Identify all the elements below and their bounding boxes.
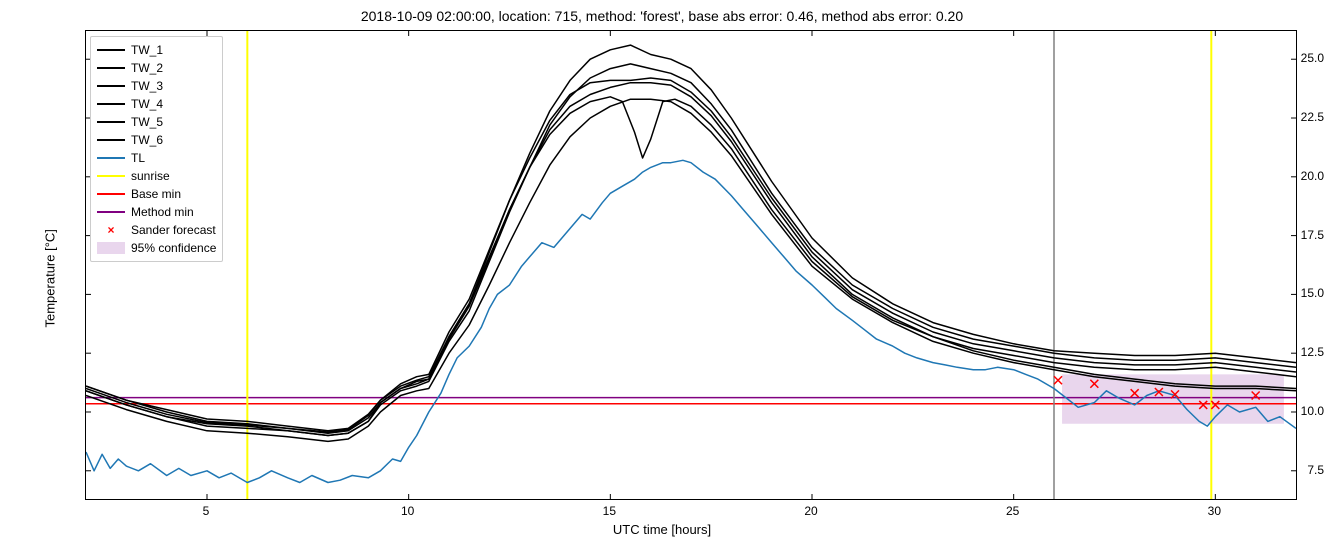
legend-item: TL (97, 149, 216, 167)
x-tick-label: 5 (203, 504, 210, 518)
legend-label: 95% confidence (131, 241, 216, 255)
legend-item: Base min (97, 185, 216, 203)
legend-item: sunrise (97, 167, 216, 185)
legend: TW_1 TW_2 TW_3 TW_4 TW_5 TW_6 TL sunrise Base mi… (90, 36, 223, 262)
legend-line-swatch (97, 139, 125, 141)
y-axis-label: Temperature [°C] (43, 208, 58, 328)
legend-label: TW_6 (131, 133, 163, 147)
legend-label: Sander forecast (131, 223, 216, 237)
legend-line-swatch (97, 49, 125, 51)
legend-label: TW_4 (131, 97, 163, 111)
chart-title: 2018-10-09 02:00:00, location: 715, meth… (0, 8, 1324, 24)
legend-line-swatch (97, 103, 125, 105)
legend-line-swatch (97, 157, 125, 159)
legend-item: TW_5 (97, 113, 216, 131)
legend-label: TW_1 (131, 43, 163, 57)
series-TL (86, 160, 1296, 482)
plot-svg (86, 31, 1296, 499)
legend-line-swatch (97, 193, 125, 195)
sander-marker (1054, 376, 1062, 384)
legend-item: TW_2 (97, 59, 216, 77)
plot-area (85, 30, 1297, 500)
legend-label: TW_2 (131, 61, 163, 75)
legend-item: TW_3 (97, 77, 216, 95)
chart-container: 2018-10-09 02:00:00, location: 715, meth… (0, 0, 1324, 547)
legend-line-swatch (97, 175, 125, 177)
legend-item: TW_4 (97, 95, 216, 113)
x-axis-label: UTC time [hours] (0, 522, 1324, 537)
legend-item: 95% confidence (97, 239, 216, 257)
legend-line-swatch (97, 211, 125, 213)
legend-label: TW_5 (131, 115, 163, 129)
legend-label: sunrise (131, 169, 170, 183)
legend-marker-swatch: × (97, 223, 125, 237)
legend-label: Method min (131, 205, 194, 219)
x-tick-label: 30 (1208, 504, 1221, 518)
legend-label: TW_3 (131, 79, 163, 93)
legend-item: TW_6 (97, 131, 216, 149)
x-tick-label: 15 (603, 504, 616, 518)
legend-line-swatch (97, 67, 125, 69)
legend-line-swatch (97, 85, 125, 87)
legend-label: TL (131, 151, 145, 165)
x-tick-label: 10 (401, 504, 414, 518)
x-tick-label: 20 (804, 504, 817, 518)
legend-patch-swatch (97, 242, 125, 254)
legend-label: Base min (131, 187, 181, 201)
legend-item: Method min (97, 203, 216, 221)
legend-item: × Sander forecast (97, 221, 216, 239)
x-tick-label: 25 (1006, 504, 1019, 518)
legend-item: TW_1 (97, 41, 216, 59)
legend-line-swatch (97, 121, 125, 123)
